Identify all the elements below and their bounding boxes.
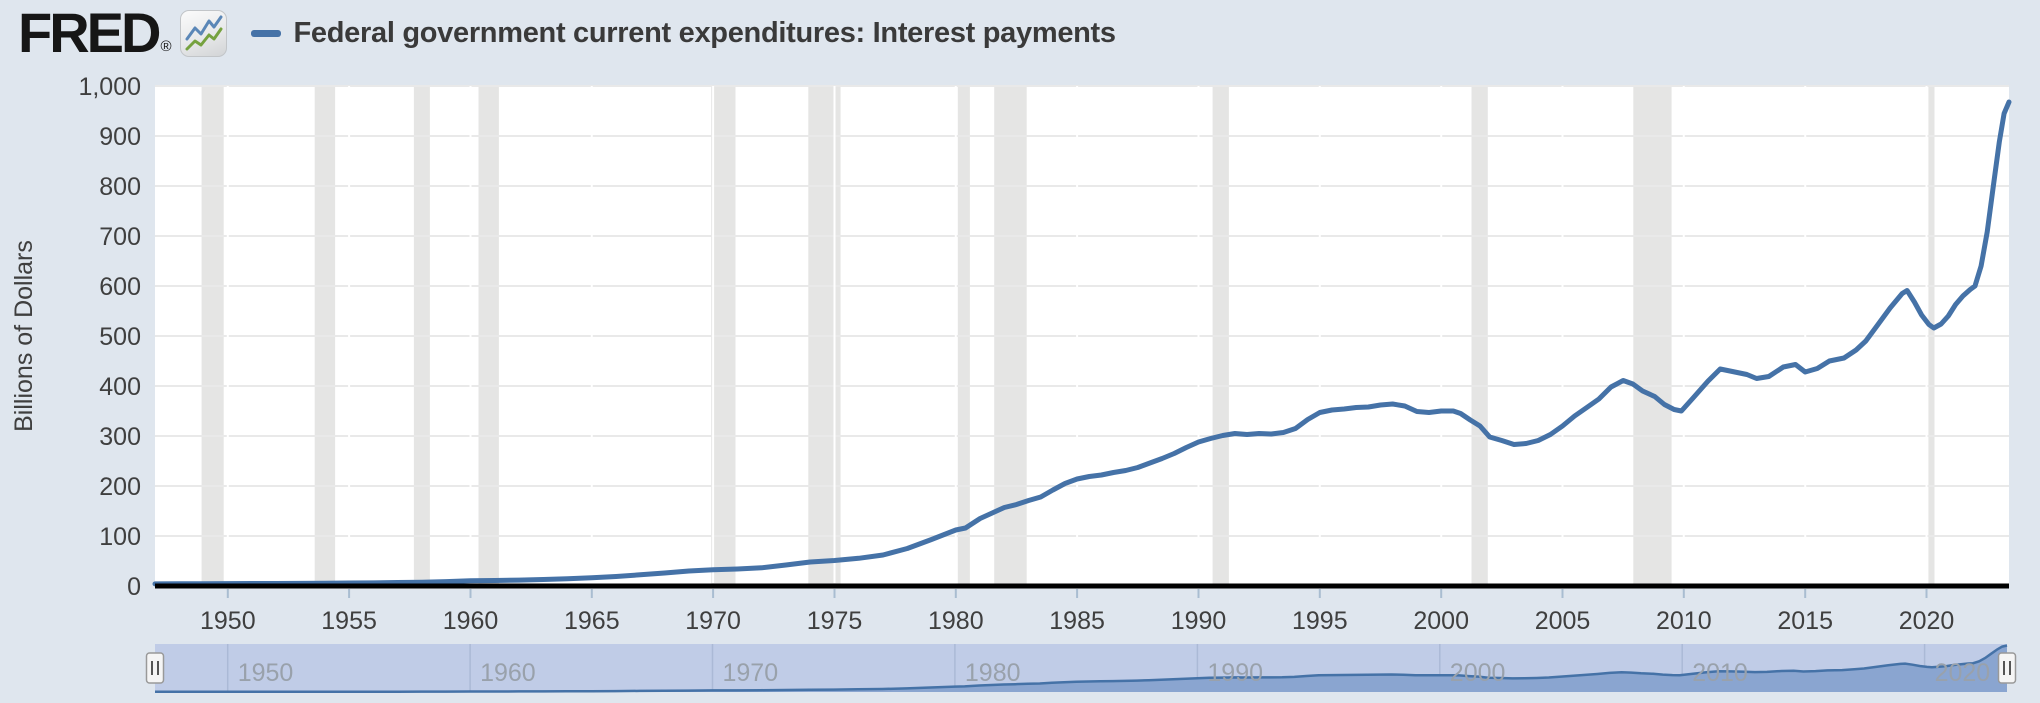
navigator-decade-label: 2020 <box>1935 659 1991 687</box>
x-tick-label: 1985 <box>1049 607 1105 635</box>
navigator-decade-label: 1960 <box>480 659 536 687</box>
horizontal-gridlines <box>155 85 2009 537</box>
x-tick-label: 1990 <box>1171 607 1227 635</box>
y-axis-title: Billions of Dollars <box>10 240 38 432</box>
y-tick-label: 500 <box>99 323 141 351</box>
x-tick-label: 1970 <box>685 607 741 635</box>
chart-header: FRED ® Federal government current expend… <box>18 1 1117 64</box>
x-tick-label: 1960 <box>443 607 499 635</box>
y-tick-label: 700 <box>99 223 141 251</box>
navigator-line <box>155 644 2008 694</box>
navigator-area <box>155 645 2007 692</box>
navigator-decade-label: 1990 <box>1207 659 1263 687</box>
y-tick-label: 600 <box>99 273 141 301</box>
main-chart: 1950 1955 1960 1965 1970 1975 1980 1985 1990 1995… <box>10 73 2012 635</box>
y-tick-label: 400 <box>99 373 141 401</box>
x-tick-label: 2010 <box>1656 607 1712 635</box>
x-tick-label: 2015 <box>1777 607 1833 635</box>
sparkline-blue-line <box>185 15 223 40</box>
y-tick-label: 100 <box>99 523 141 551</box>
y-tick-label: 800 <box>99 173 141 201</box>
vertical-gridlines <box>226 86 1928 583</box>
navigator-handle-left[interactable] <box>145 652 165 684</box>
sparkline-green-line <box>185 27 223 50</box>
fred-sparkline-icon <box>179 9 227 57</box>
x-tick-label: 1955 <box>321 607 377 635</box>
navigator-decade-label: 1980 <box>965 659 1021 687</box>
x-axis-labels: 1950 1955 1960 1965 1970 1975 1980 1985 1990 1995… <box>200 607 1954 635</box>
navigator-decade-label: 1970 <box>723 659 779 687</box>
registered-trademark: ® <box>160 38 172 55</box>
y-tick-label: 900 <box>99 123 141 151</box>
x-tick-label: 2000 <box>1413 607 1469 635</box>
x-axis-ticks <box>226 589 1928 598</box>
navigator-labels: 1950 1960 1970 1980 1990 2000 2010 2020 <box>238 659 1991 687</box>
navigator[interactable]: 1950 1960 1970 1980 1990 2000 2010 2020 <box>145 644 2017 694</box>
navigator-decade-label: 1950 <box>238 659 294 687</box>
x-tick-label: 2020 <box>1899 607 1955 635</box>
x-axis-line <box>155 583 2009 589</box>
x-tick-label: 1995 <box>1292 607 1348 635</box>
x-tick-label: 1975 <box>807 607 863 635</box>
fred-logo[interactable]: FRED <box>18 1 161 64</box>
y-tick-label: 0 <box>127 573 141 601</box>
navigator-handle-right[interactable] <box>1997 652 2017 684</box>
x-tick-label: 1950 <box>200 607 256 635</box>
navigator-decade-label: 2010 <box>1692 659 1748 687</box>
series-line[interactable] <box>152 99 2012 587</box>
series-title: Federal government current expenditures:… <box>293 16 1117 49</box>
x-tick-label: 1965 <box>564 607 620 635</box>
y-axis-labels: 0 100 200 300 400 500 600 700 800 900 1,000 <box>78 73 141 601</box>
y-tick-label: 1,000 <box>78 73 141 101</box>
y-tick-label: 300 <box>99 423 141 451</box>
x-tick-label: 2005 <box>1535 607 1591 635</box>
navigator-decade-label: 2000 <box>1450 659 1506 687</box>
series-legend-swatch <box>250 29 281 37</box>
x-tick-label: 1980 <box>928 607 984 635</box>
y-tick-label: 200 <box>99 473 141 501</box>
